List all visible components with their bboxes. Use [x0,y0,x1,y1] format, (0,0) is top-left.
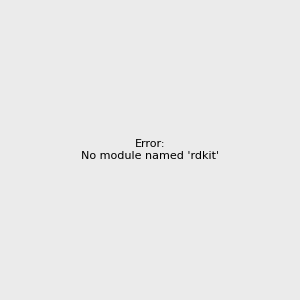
Text: Error:
No module named 'rdkit': Error: No module named 'rdkit' [81,139,219,161]
